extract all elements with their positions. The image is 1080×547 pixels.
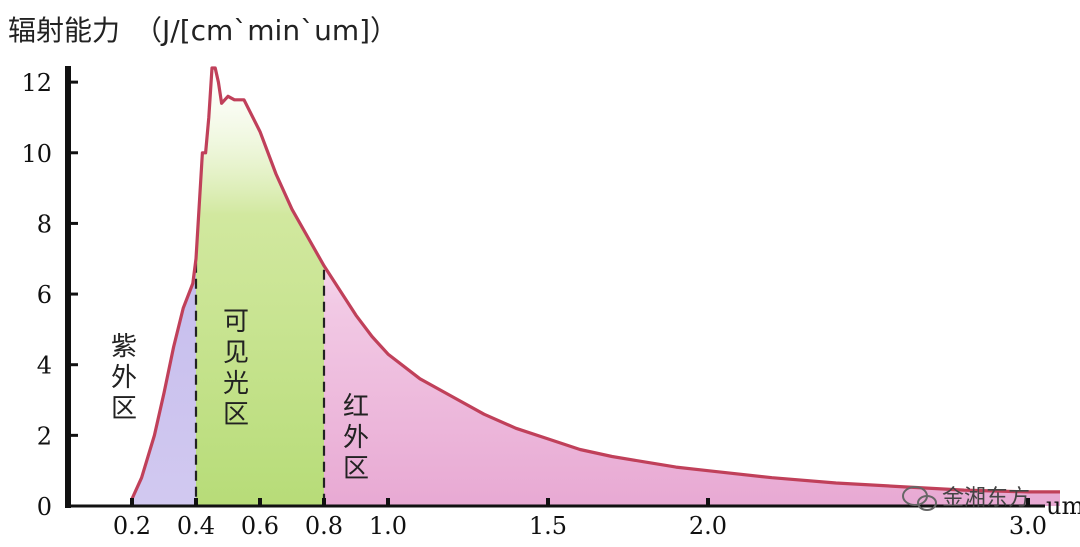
region-label-2-char-1: 可 [223,307,249,337]
chart-title: 辐射能力 （J/[cm`min`um]） [8,14,398,47]
area-fill-group [132,68,1060,506]
region-label-3: 红外区 [343,392,369,484]
region-fill-1 [132,68,196,506]
watermark-text: 金湘东方 [942,486,1030,511]
watermark: 金湘东方 [902,486,1030,511]
x-tick-label-0.2: 0.2 [113,512,151,540]
y-tick-label-12: 12 [21,69,52,97]
region-label-1-char-2: 外 [111,363,137,393]
x-unit-label: um [1046,492,1080,520]
x-tick-label-0.8: 0.8 [305,512,343,540]
x-tick-label-1.0: 1.0 [369,512,407,540]
region-label-2-char-4: 区 [223,400,249,430]
region-label-3-char-1: 红 [343,392,369,422]
wechat-icon [902,486,937,511]
region-label-3-char-3: 区 [343,454,369,484]
axes-group: 0 2 4 6 8 10 12 0.2 0.4 0.6 0.8 1.0 1.5 2.0 3.0um [21,66,1080,540]
y-tick-label-10: 10 [21,140,52,168]
region-fill-2 [196,68,324,506]
x-tick-label-3.0: 3.0 [1009,512,1047,540]
region-label-1-char-3: 区 [111,394,137,424]
region-label-1: 紫外区 [111,332,137,424]
x-tick-label-0.4: 0.4 [177,512,215,540]
y-tick-label-4: 4 [37,352,52,380]
region-label-3-char-2: 外 [343,423,369,453]
region-label-1-char-1: 紫 [111,332,137,362]
x-tick-label-2.0: 2.0 [689,512,727,540]
region-label-2-char-2: 见 [223,338,249,368]
x-tick-label-0.6: 0.6 [241,512,279,540]
region-fill-3 [324,68,1060,506]
region-divider-group [194,262,326,506]
y-tick-label-0: 0 [37,493,52,521]
y-tick-label-6: 6 [37,281,52,309]
series-line [130,66,1060,500]
region-label-2-char-3: 光 [223,369,249,399]
y-tick-label-8: 8 [37,210,52,238]
x-tick-label-1.5: 1.5 [529,512,567,540]
y-tick-label-2: 2 [37,422,52,450]
